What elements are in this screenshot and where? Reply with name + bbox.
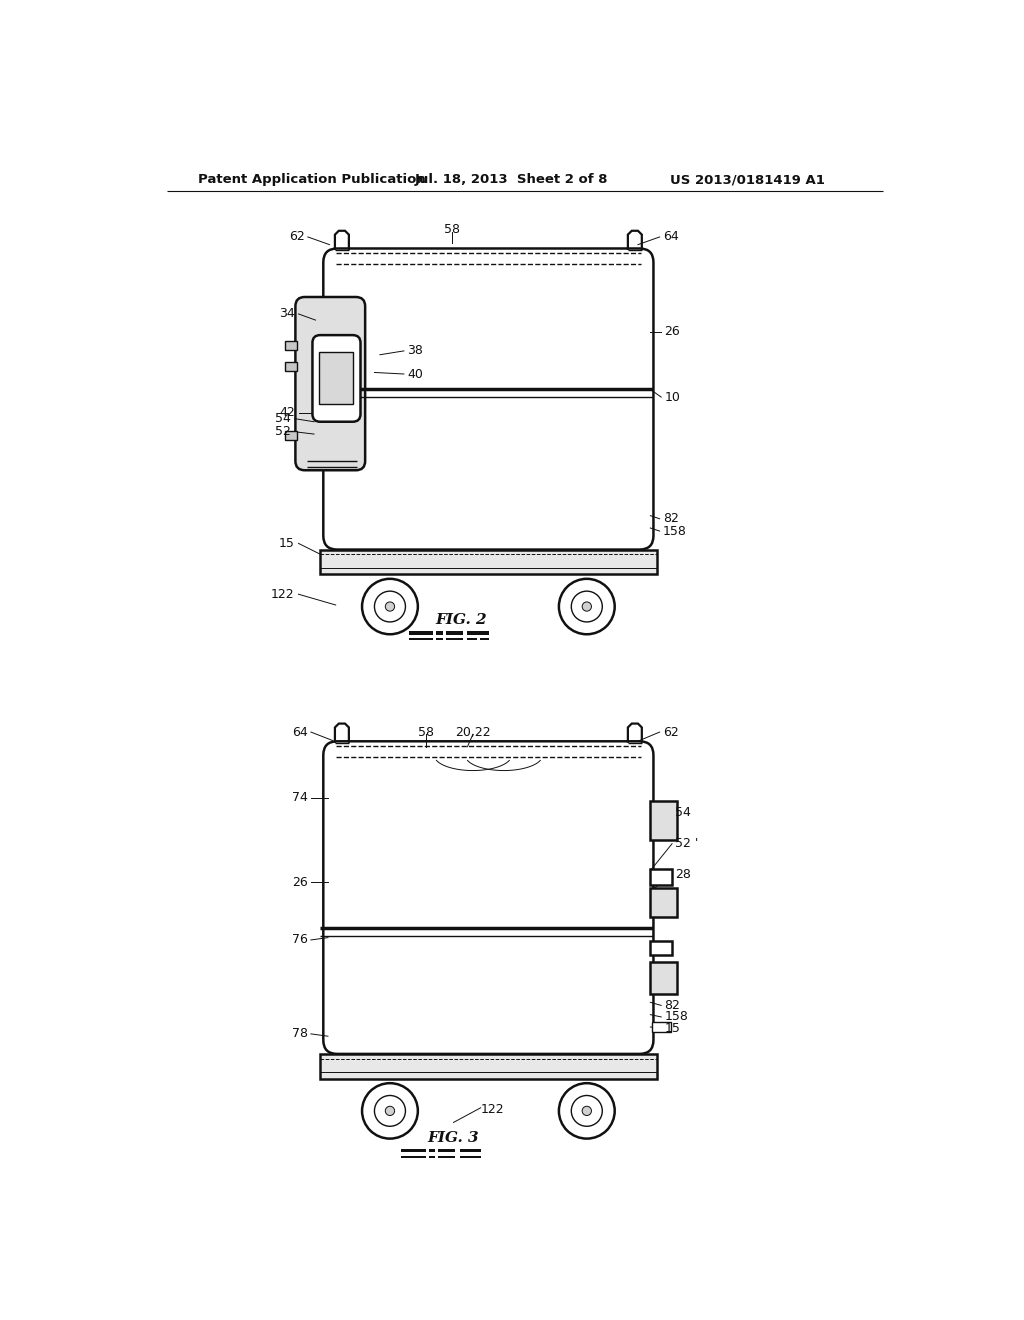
Text: 64: 64 [663,231,679,243]
Bar [400,1155,426,1158]
Text: Jul. 18, 2013  Sheet 2 of 8: Jul. 18, 2013 Sheet 2 of 8 [415,173,608,186]
Bar [467,631,489,635]
Text: 58: 58 [419,726,434,739]
Text: 52 ': 52 ' [675,837,698,850]
Bar [460,1155,481,1158]
FancyBboxPatch shape [312,335,360,422]
Bar [436,631,442,635]
Text: 122: 122 [271,587,295,601]
Circle shape [375,1096,406,1126]
Text: 82: 82 [663,512,679,525]
Bar [409,638,433,640]
Circle shape [362,579,418,635]
Text: 52: 52 [274,425,291,438]
Text: 64: 64 [292,726,308,739]
Circle shape [559,579,614,635]
Bar [445,631,463,635]
Bar [321,549,656,574]
Text: 15: 15 [665,1022,680,1035]
Bar [650,887,678,917]
Circle shape [571,591,602,622]
Text: 54: 54 [675,807,691,820]
Circle shape [559,1084,614,1139]
Circle shape [571,1096,602,1126]
FancyBboxPatch shape [324,248,653,549]
Text: 34: 34 [279,308,295,321]
Bar [460,1148,481,1152]
Text: 26: 26 [292,875,308,888]
Text: FIG. 3: FIG. 3 [428,1131,479,1144]
Text: US 2013/0181419 A1: US 2013/0181419 A1 [671,173,825,186]
Text: 40: 40 [407,367,423,380]
Bar [285,362,297,371]
Bar [429,1148,435,1152]
Text: 20,22: 20,22 [455,726,490,739]
Circle shape [385,602,394,611]
Bar [436,638,442,640]
Text: 38: 38 [407,345,423,358]
Circle shape [375,591,406,622]
FancyBboxPatch shape [295,297,366,470]
Bar [429,1155,435,1158]
Bar [480,638,489,640]
Text: 158: 158 [665,1010,688,1023]
Bar [285,341,297,350]
Text: Patent Application Publication: Patent Application Publication [198,173,426,186]
Bar [650,801,678,840]
Text: 58: 58 [444,223,460,236]
Bar [467,638,477,640]
Text: 78: 78 [292,1027,308,1040]
Text: 74: 74 [292,791,308,804]
Bar [652,1022,671,1032]
Bar [650,869,672,884]
Bar [318,352,352,404]
Text: 15: 15 [279,537,295,550]
Text: 42: 42 [279,407,295,418]
Bar [400,1148,426,1152]
Text: FIG. 2: FIG. 2 [435,614,487,627]
Bar [650,941,672,956]
Text: 76: 76 [292,933,308,946]
Text: 28: 28 [675,869,691,880]
Text: 62: 62 [663,726,679,739]
Bar [438,1155,455,1158]
Circle shape [362,1084,418,1139]
Bar [321,1053,656,1078]
Bar [438,1148,455,1152]
Bar [409,631,433,635]
Text: 158: 158 [663,524,687,537]
Circle shape [583,1106,592,1115]
Bar [445,638,463,640]
Text: 54: 54 [274,412,291,425]
Bar [650,961,678,994]
Circle shape [583,602,592,611]
Text: 10: 10 [665,391,680,404]
Circle shape [385,1106,394,1115]
Text: 26: 26 [665,325,680,338]
Text: 62: 62 [289,231,305,243]
Bar [285,430,297,441]
Text: 122: 122 [480,1102,504,1115]
Text: 82: 82 [665,999,680,1012]
FancyBboxPatch shape [324,742,653,1053]
